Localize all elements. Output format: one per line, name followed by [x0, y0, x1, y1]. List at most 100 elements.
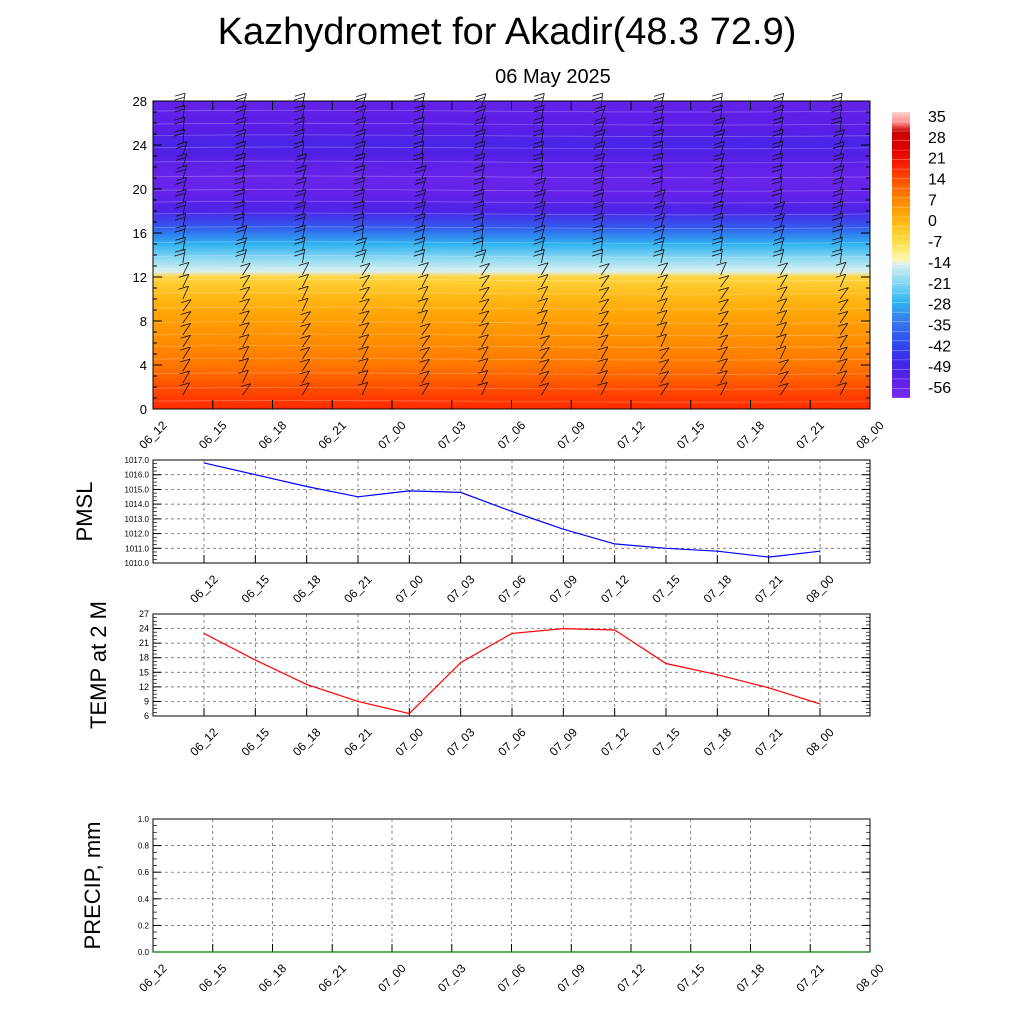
wind-barb-feather: [353, 180, 364, 185]
wind-barb-feather: [771, 188, 782, 193]
wind-barb-staff: [839, 287, 849, 300]
wind-barb-feather: [778, 359, 789, 364]
wind-barb-feather: [773, 205, 784, 209]
wind-barb-staff: [242, 225, 248, 240]
wind-barb-staff: [182, 370, 191, 384]
wind-barb-feather: [293, 120, 304, 125]
wind-barb-feather: [717, 322, 729, 327]
wind-barb-feather: [239, 322, 250, 327]
wind-barb-feather: [654, 201, 666, 205]
wind-barb-feather: [717, 358, 728, 363]
wind-barb-feather: [294, 248, 305, 253]
wind-barb-staff: [421, 213, 426, 228]
wind-barb-staff: [182, 189, 187, 204]
wind-barb-staff: [839, 213, 844, 228]
wind-barb-staff: [780, 346, 787, 360]
wind-barb-feather: [772, 252, 783, 257]
wind-barb-staff: [720, 93, 723, 108]
wind-barb-staff: [779, 105, 784, 120]
wind-barb-feather: [474, 141, 486, 145]
wind-barb-feather: [653, 116, 664, 121]
wind-barb-feather: [234, 132, 245, 137]
wind-barb-feather: [652, 164, 663, 169]
wind-barb-feather: [534, 225, 545, 229]
y-tick-label: 0.2: [138, 921, 150, 930]
wind-barb-feather: [239, 298, 250, 303]
wind-barb-feather: [712, 216, 723, 221]
wind-barb-feather: [174, 104, 185, 109]
y-tick-label: 12: [139, 682, 149, 692]
wind-barb-feather: [294, 204, 305, 209]
wind-barb-feather: [712, 204, 723, 209]
wind-barb-feather: [180, 299, 192, 304]
wind-barb-staff: [720, 299, 729, 312]
x-tick-label: 06_21: [316, 961, 350, 995]
wind-barb-feather: [295, 224, 306, 229]
wind-barb-feather: [773, 104, 784, 109]
wind-barb-staff: [779, 117, 784, 132]
x-tick-label: 07_09: [547, 572, 581, 606]
wind-barb-staff: [481, 298, 490, 312]
wind-barb-staff: [839, 358, 848, 372]
wind-barb-staff: [720, 249, 723, 264]
wind-barb-staff: [660, 371, 670, 384]
wind-barb-staff: [421, 225, 426, 240]
wind-barb-staff: [242, 322, 250, 336]
wind-barb-feather: [236, 249, 247, 253]
wind-barb-feather: [176, 177, 187, 181]
wind-barb-feather: [773, 229, 784, 233]
wind-barb-staff: [361, 298, 370, 312]
wind-barb-staff: [301, 165, 307, 180]
wind-barb-feather: [713, 188, 724, 193]
wind-barb-feather: [180, 334, 191, 339]
wind-barb-feather: [414, 92, 425, 97]
wind-barb-feather: [656, 310, 668, 314]
wind-barb-feather: [236, 93, 247, 97]
wind-barb-feather: [354, 120, 365, 125]
wind-barb-feather: [657, 262, 668, 267]
wind-barb-feather: [174, 128, 185, 133]
wind-barb-staff: [242, 105, 247, 120]
x-tick-label: 06_12: [136, 961, 170, 995]
wind-barb-staff: [600, 275, 610, 288]
contour-line: [152, 189, 871, 192]
wind-barb-feather: [832, 192, 843, 197]
wind-barb-feather: [537, 286, 548, 290]
x-tick-label: 07_03: [435, 418, 469, 452]
wind-barb-feather: [771, 176, 783, 181]
wind-barb-feather: [353, 168, 365, 173]
wind-barb-feather: [175, 224, 186, 229]
wind-barb-staff: [660, 383, 669, 396]
wind-barb-feather: [593, 168, 604, 173]
wind-barb-feather: [772, 140, 783, 145]
wind-barb-feather: [235, 253, 246, 257]
wind-barb-feather: [294, 116, 305, 121]
wind-barb-feather: [357, 381, 368, 386]
wind-barb-feather: [656, 321, 667, 326]
wind-barb-staff: [421, 153, 424, 168]
wind-barb-feather: [834, 129, 845, 134]
wind-barb-staff: [660, 334, 667, 348]
wind-barb-feather: [472, 216, 484, 221]
wind-barb-feather: [236, 105, 247, 109]
wind-barb-feather: [413, 152, 424, 157]
contour-line: [152, 292, 871, 295]
wind-barb-feather: [716, 261, 727, 266]
wind-barb-feather: [299, 382, 310, 387]
y-tick-label: 1017.0: [125, 456, 150, 465]
wind-barb-feather: [234, 176, 245, 181]
wind-barb-feather: [413, 116, 425, 121]
wind-barb-feather: [592, 216, 603, 221]
wind-barb-staff: [660, 201, 666, 216]
wind-barb-staff: [660, 165, 663, 180]
wind-barb-feather: [300, 335, 311, 339]
wind-barb-staff: [361, 346, 369, 360]
wind-barb-feather: [298, 274, 309, 278]
wind-barb-feather: [652, 176, 663, 181]
wind-barb-staff: [779, 141, 784, 156]
wind-barb-feather: [657, 274, 668, 279]
wind-barb-feather: [772, 120, 783, 125]
wind-barb-feather: [175, 200, 187, 205]
wind-barb-feather: [413, 96, 424, 101]
wind-barb-feather: [234, 156, 245, 161]
